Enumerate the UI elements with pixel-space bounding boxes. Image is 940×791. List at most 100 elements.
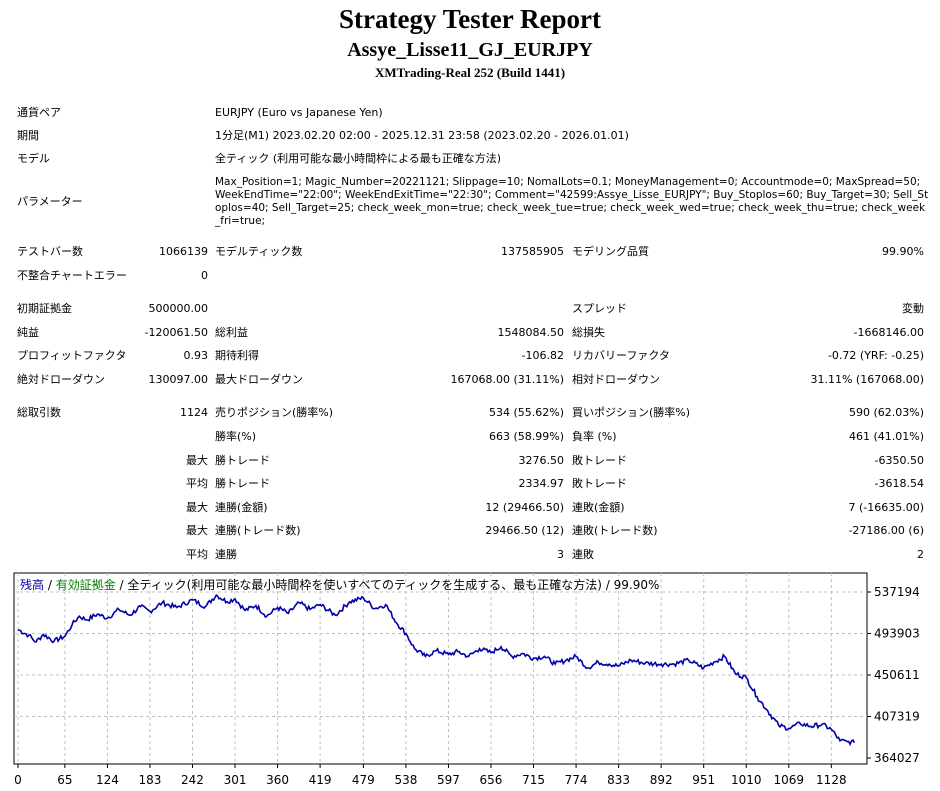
x-tick-label: 360 xyxy=(266,773,289,787)
y-tick-label: 364027 xyxy=(874,751,920,765)
x-tick-label: 479 xyxy=(352,773,375,787)
chart-frame xyxy=(13,572,868,765)
x-tick-label: 833 xyxy=(607,773,630,787)
largest-win-label: 勝トレード xyxy=(215,454,270,467)
server-info: XMTrading-Real 252 (Build 1441) xyxy=(374,65,566,80)
cons-profit-value: 29466.50 (12) xyxy=(485,524,564,537)
cons-loss-count-value: -27186.00 (6) xyxy=(848,524,924,537)
ea-name: Assye_Lisse11_GJ_EURJPY xyxy=(347,39,593,61)
x-tick-label: 656 xyxy=(480,773,503,787)
x-tick-label: 65 xyxy=(57,773,72,787)
cons-profit-label: 連勝(トレード数) xyxy=(215,524,301,537)
params-value: Max_Position=1; Magic_Number=20221121; S… xyxy=(215,176,929,227)
deposit-label: 初期証拠金 xyxy=(17,302,72,315)
net-profit-label: 純益 xyxy=(17,326,39,339)
total-trades-label: 総取引数 xyxy=(17,406,61,419)
x-tick-label: 0 xyxy=(14,773,22,787)
pair-value: EURJPY (Euro vs Japanese Yen) xyxy=(215,106,383,119)
largest-loss-label: 敗トレード xyxy=(572,454,627,467)
chart-legend: 残高 / 有効証拠金 / 全ティック(利用可能な最小時間枠を使いすべてのティック… xyxy=(20,577,659,592)
avg-win-label: 勝トレード xyxy=(215,477,270,490)
avg-cons-loss-value: 2 xyxy=(917,548,924,561)
spread-value: 変動 xyxy=(902,302,924,315)
long-positions-value: 590 (62.03%) xyxy=(848,406,924,419)
rel-drawdown-label: 相対ドローダウン xyxy=(572,373,660,386)
x-tick-label: 951 xyxy=(692,773,715,787)
avg-loss-label: 敗トレード xyxy=(572,477,627,490)
model-label: モデル xyxy=(17,152,50,165)
balance-chart: 残高 / 有効証拠金 / 全ティック(利用可能な最小時間枠を使いすべてのティック… xyxy=(13,572,920,787)
avg-cons-prefix: 平均 xyxy=(186,548,208,561)
y-tick-label: 493903 xyxy=(874,626,920,640)
avg-cons-win-label: 連勝 xyxy=(215,548,237,561)
x-tick-label: 183 xyxy=(138,773,161,787)
long-positions-label: 買いポジション(勝率%) xyxy=(572,406,691,419)
x-tick-label: 597 xyxy=(437,773,460,787)
legend-sep: / xyxy=(44,578,56,592)
x-tick-label: 124 xyxy=(96,773,119,787)
total-trades-value: 1124 xyxy=(180,406,208,419)
largest-loss-value: -6350.50 xyxy=(874,454,924,467)
legend-desc: / 全ティック(利用可能な最小時間枠を使いすべてのティックを生成する、最も正確な… xyxy=(116,577,660,592)
report-title: Strategy Tester Report xyxy=(339,4,601,34)
win-rate-value: 663 (58.99%) xyxy=(488,430,564,443)
x-tick-label: 774 xyxy=(565,773,588,787)
gross-profit-value: 1548084.50 xyxy=(497,326,564,339)
expected-payoff-label: 期待利得 xyxy=(215,349,259,362)
x-tick-label: 242 xyxy=(181,773,204,787)
gross-loss-label: 総損失 xyxy=(572,326,605,339)
mismatch-label: 不整合チャートエラー xyxy=(17,269,127,282)
cons-win-amount-label: 連勝(金額) xyxy=(215,501,268,514)
largest-prefix: 最大 xyxy=(186,454,208,467)
period-label: 期間 xyxy=(17,129,39,142)
largest-win-value: 3276.50 xyxy=(518,454,565,467)
win-rate-label: 勝率(%) xyxy=(215,430,257,443)
x-tick-label: 892 xyxy=(650,773,673,787)
ticks-label: モデルティック数 xyxy=(215,245,303,258)
bars-value: 1066139 xyxy=(159,245,208,258)
x-tick-label: 538 xyxy=(394,773,417,787)
x-tick-label: 419 xyxy=(309,773,332,787)
recovery-factor-value: -0.72 (YRF: -0.25) xyxy=(827,349,924,362)
loss-rate-label: 負率 (%) xyxy=(572,430,617,443)
x-tick-label: 1069 xyxy=(774,773,805,787)
max-cons-count-prefix: 最大 xyxy=(186,524,208,537)
cons-loss-amount-label: 連敗(金額) xyxy=(572,501,625,514)
average-prefix: 平均 xyxy=(186,477,208,490)
y-axis-ticks: 537194 493903 450611 407319 364027 xyxy=(867,585,920,765)
abs-drawdown-value: 130097.00 xyxy=(148,373,209,386)
max-drawdown-label: 最大ドローダウン xyxy=(215,373,303,386)
avg-loss-value: -3618.54 xyxy=(874,477,924,490)
x-axis-ticks: 0 65 124 183 242 301 360 419 479 538 597 656 715 774 8… xyxy=(14,764,847,787)
params-label: パラメーター xyxy=(17,195,83,208)
avg-cons-win-value: 3 xyxy=(557,548,564,561)
recovery-factor-label: リカバリーファクタ xyxy=(572,349,670,362)
deposit-value: 500000.00 xyxy=(148,302,209,315)
max-drawdown-value: 167068.00 (31.11%) xyxy=(450,373,564,386)
balance-line xyxy=(17,593,856,747)
avg-cons-loss-label: 連敗 xyxy=(572,548,594,561)
cons-win-amount-value: 12 (29466.50) xyxy=(485,501,564,514)
max-cons-prefix: 最大 xyxy=(186,501,208,514)
avg-win-value: 2334.97 xyxy=(518,477,565,490)
quality-value: 99.90% xyxy=(882,245,924,258)
profit-factor-value: 0.93 xyxy=(183,349,209,362)
y-tick-label: 450611 xyxy=(874,668,920,682)
cons-loss-count-label: 連敗(トレード数) xyxy=(572,524,658,537)
quality-label: モデリング品質 xyxy=(572,245,649,258)
net-profit-value: -120061.50 xyxy=(144,326,208,339)
expected-payoff-value: -106.82 xyxy=(521,349,564,362)
model-value: 全ティック (利用可能な最小時間枠による最も正確な方法) xyxy=(215,152,502,165)
mismatch-value: 0 xyxy=(201,269,208,282)
x-tick-label: 715 xyxy=(522,773,545,787)
cons-loss-amount-value: 7 (-16635.00) xyxy=(848,501,924,514)
legend-equity: 有効証拠金 xyxy=(56,577,116,592)
spread-label: スプレッド xyxy=(572,302,627,315)
period-value: 1分足(M1) 2023.02.20 02:00 - 2025.12.31 23… xyxy=(215,129,629,142)
profit-factor-label: プロフィットファクタ xyxy=(17,349,127,362)
x-tick-label: 1010 xyxy=(731,773,762,787)
legend-balance: 残高 xyxy=(20,577,44,592)
y-tick-label: 537194 xyxy=(874,585,920,599)
y-tick-label: 407319 xyxy=(874,709,920,723)
bars-label: テストバー数 xyxy=(17,245,83,258)
